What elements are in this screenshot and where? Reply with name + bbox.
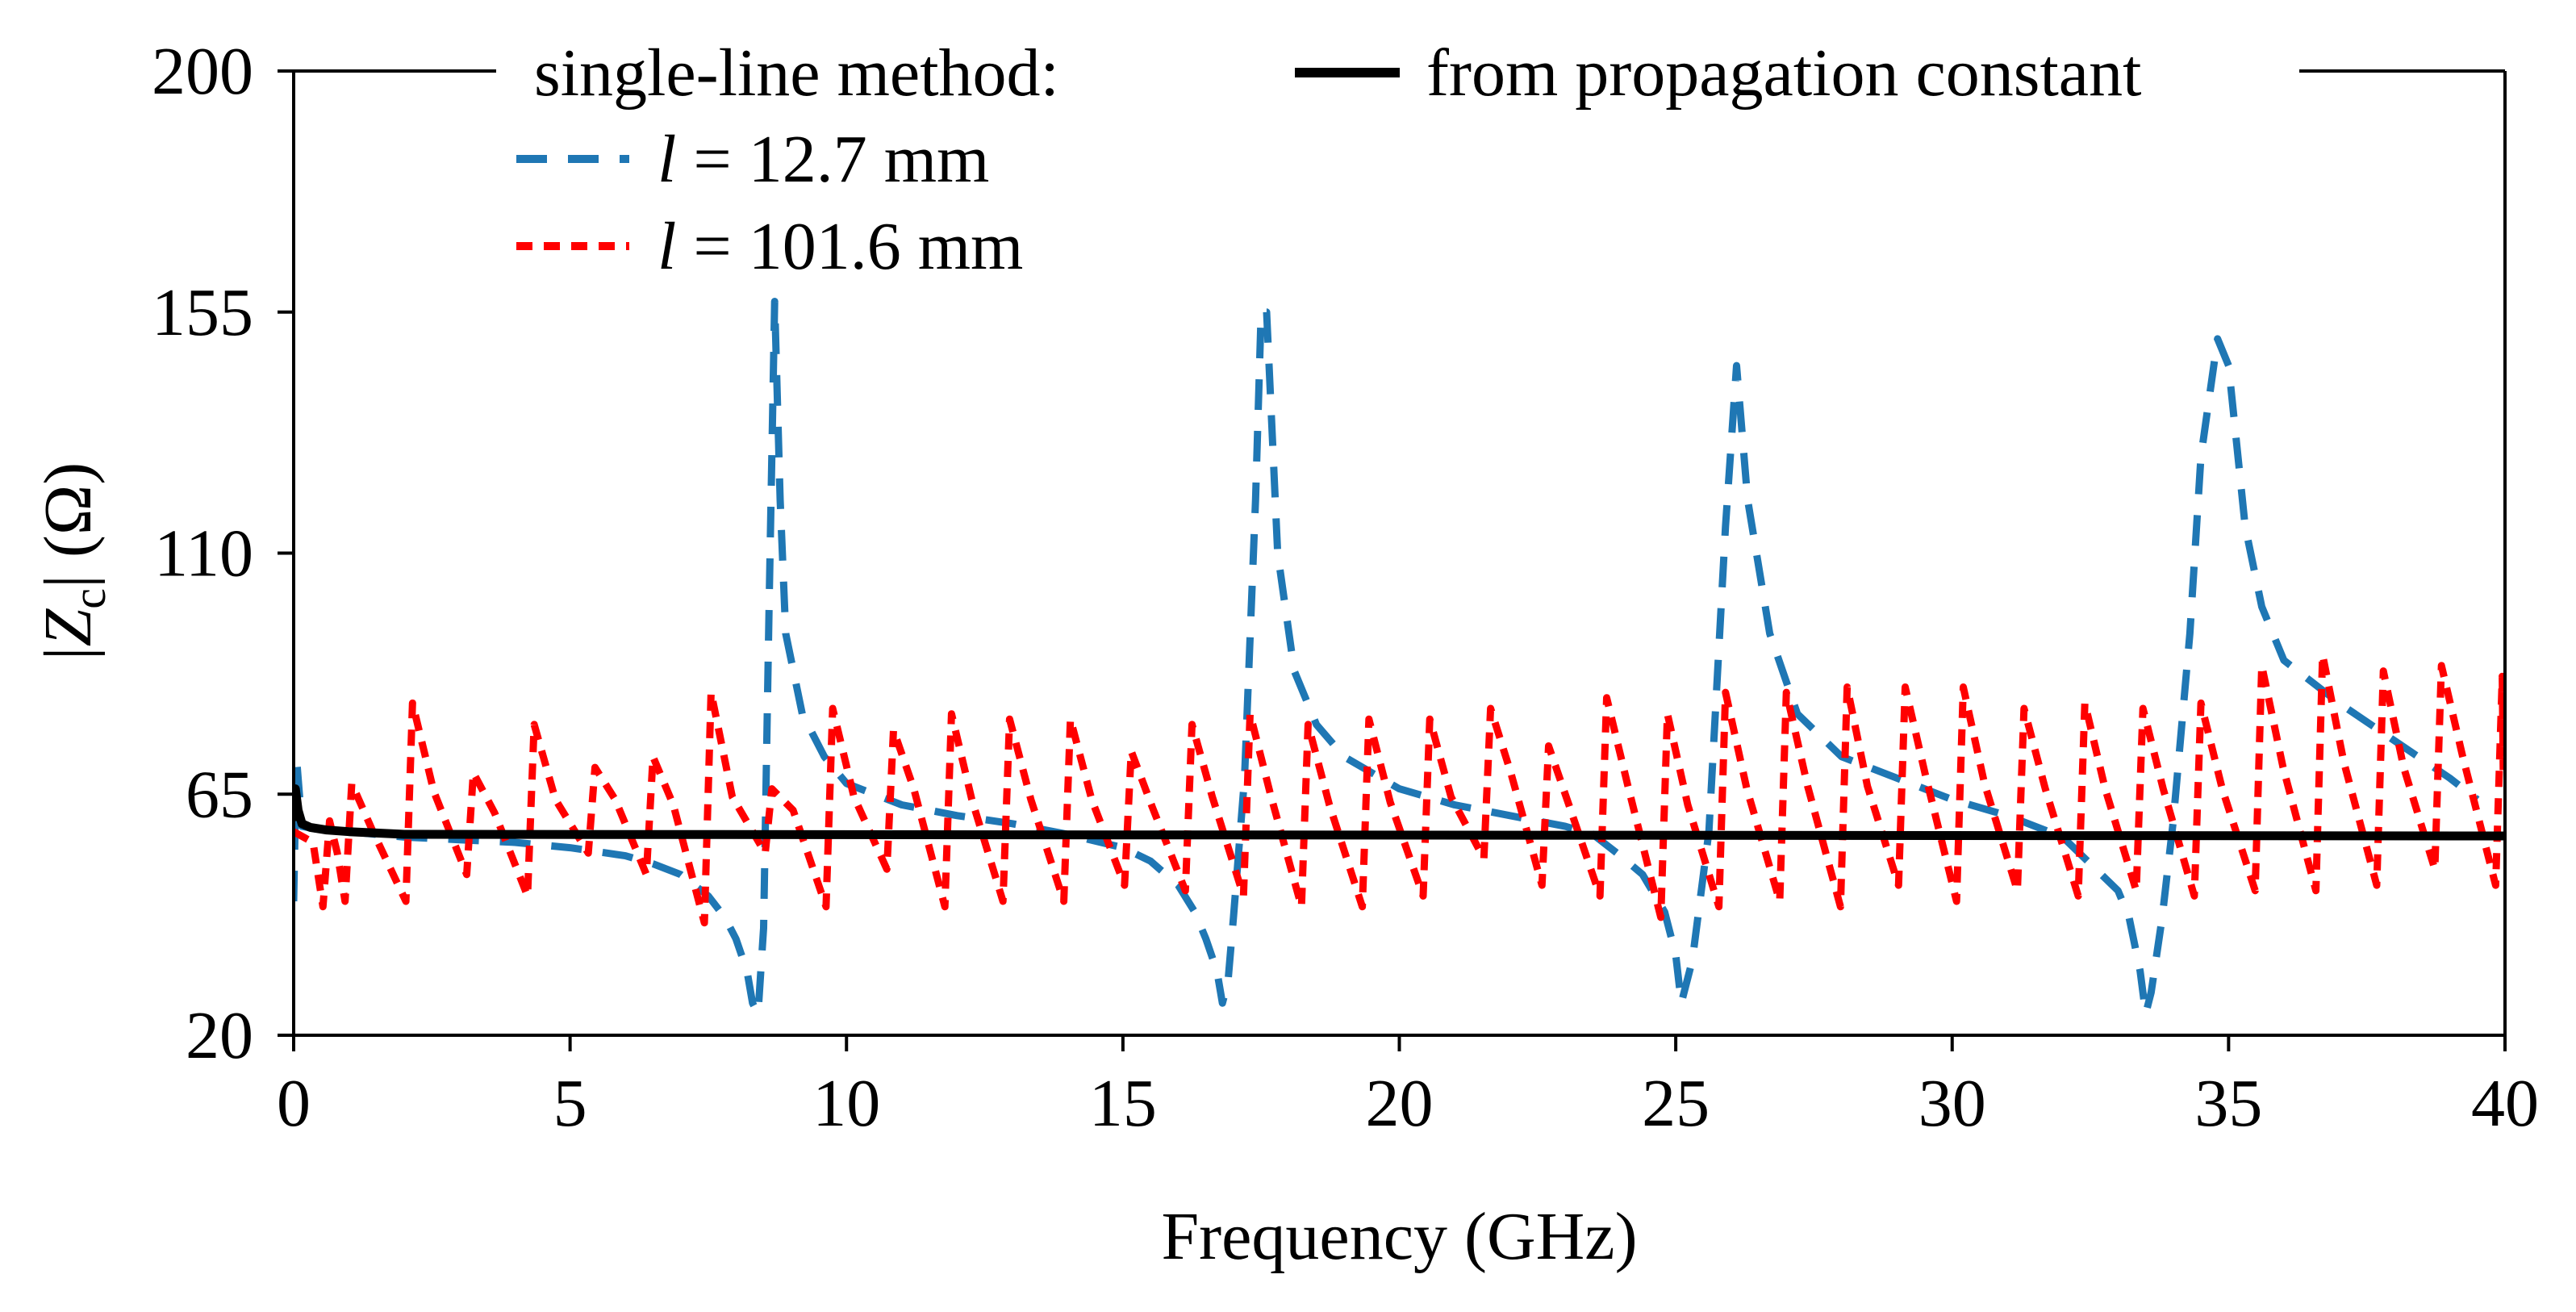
x-tick-label: 25 <box>1642 1066 1710 1141</box>
series-line-2 <box>294 651 2505 927</box>
y-axis-title: |Zc| (Ω) <box>31 462 115 660</box>
y-tick-label: 200 <box>152 34 253 109</box>
series-line-3 <box>294 784 2505 841</box>
axes: 0 5 10 15 20 25 30 35 40 20 65 110 155 200 Frequency (… <box>31 34 2539 1274</box>
x-tick-label: 40 <box>2471 1066 2539 1141</box>
x-tick-label: 5 <box>553 1066 587 1141</box>
x-tick-label: 35 <box>2194 1066 2262 1141</box>
x-tick-label: 30 <box>1918 1066 1986 1141</box>
legend-header: single-line method: <box>534 36 1059 111</box>
legend-label-3: from propagation constant <box>1426 36 2141 111</box>
x-tick-label: 10 <box>812 1066 880 1141</box>
legend-label-2: l = 101.6 mm <box>658 209 1023 284</box>
x-axis-title: Frequency (GHz) <box>1161 1199 1637 1274</box>
x-tick-label: 15 <box>1089 1066 1157 1141</box>
x-tick-label: 0 <box>277 1066 311 1141</box>
series-line-1 <box>294 298 2480 1017</box>
y-tick-label: 155 <box>152 275 253 350</box>
y-tick-label: 65 <box>186 757 253 832</box>
legend-label-1: l = 12.7 mm <box>658 122 989 197</box>
x-tick-label: 20 <box>1366 1066 1434 1141</box>
y-tick-label: 110 <box>154 516 253 591</box>
y-tick-label: 20 <box>186 998 253 1073</box>
plot-area <box>294 298 2505 1017</box>
legend: single-line method: l = 12.7 mm l = 101.6 … <box>516 36 2141 284</box>
